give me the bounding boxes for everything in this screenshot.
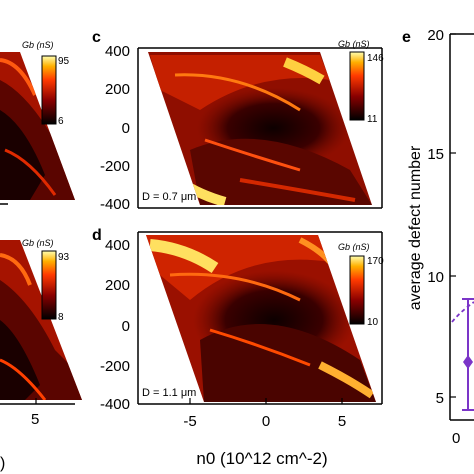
left-bottom-xlabel-fragment: )	[0, 455, 5, 472]
panel-c-frame	[137, 47, 383, 209]
panel-d-frame	[137, 231, 383, 405]
panel-c-colorbar: 146 11 Gb (nS)	[338, 39, 384, 125]
panel-e-y-axis-label: average defect number	[407, 145, 424, 310]
left-bottom-colorbar: 93 8 Gb (nS)	[22, 238, 70, 323]
left-top-cbar-min: 6	[58, 116, 64, 127]
panel-d-cbar-max: 170	[367, 256, 384, 267]
panel-c-ytick-0: 0	[122, 120, 130, 137]
panel-d-xtick-5: 5	[338, 413, 346, 430]
panel-d-x-axis-label: n0 (10^12 cm^-2)	[196, 449, 327, 468]
panel-c-ytick-neg400: -400	[100, 196, 130, 213]
panel-c-map	[148, 52, 372, 205]
panel-d-xtick-neg5: -5	[183, 413, 196, 430]
panel-e-y-tick-labels: 20 15 10 5	[427, 27, 444, 407]
panel-d-map	[146, 235, 376, 402]
panel-d-xtick-0: 0	[262, 413, 270, 430]
panel-d-ytick-neg200: -200	[100, 358, 130, 375]
panel-c-ytick-neg200: -200	[100, 158, 130, 175]
panel-c-ytick-400: 400	[105, 43, 130, 60]
panel-e-letter: e	[402, 29, 411, 46]
panel-c-letter: c	[92, 29, 101, 46]
panel-e-ytick-15: 15	[427, 146, 444, 163]
panel-d-colorbar: 170 10 Gb (nS)	[338, 242, 384, 328]
panel-d-ytick-neg400: -400	[100, 396, 130, 413]
left-bottom-cbar-label: Gb (nS)	[22, 238, 54, 248]
panel-c-cbar-label: Gb (nS)	[338, 39, 370, 49]
left-top-colorbar: 95 6 Gb (nS)	[22, 40, 70, 127]
panel-d-y-tick-labels: 400 200 0 -200 -400	[100, 237, 130, 413]
left-bottom-xtick: 5	[31, 411, 39, 428]
panel-c-y-tick-labels: 400 200 0 -200 -400	[100, 43, 130, 213]
left-bottom-cbar-min: 8	[58, 312, 64, 323]
panel-c-annotation: D = 0.7 μm	[142, 191, 196, 203]
left-bottom-cbar-max: 93	[58, 252, 70, 263]
panel-e-ytick-10: 10	[427, 269, 444, 286]
panel-d-annotation: D = 1.1 μm	[142, 387, 196, 399]
panel-c-ytick-200: 200	[105, 81, 130, 98]
panel-c-cbar-max: 146	[367, 53, 384, 64]
left-top-cbar-max: 95	[58, 56, 70, 67]
panel-e-ytick-20: 20	[427, 27, 444, 44]
panel-e-data-point	[463, 355, 473, 369]
left-top-cbar-label: Gb (nS)	[22, 40, 54, 50]
panel-e-dashed-line	[451, 301, 474, 323]
panel-d-ytick-200: 200	[105, 277, 130, 294]
panel-d-letter: d	[92, 227, 102, 244]
panel-d-ytick-0: 0	[122, 318, 130, 335]
panel-e-ytick-5: 5	[436, 390, 444, 407]
panel-e-xtick-0: 0	[452, 430, 460, 447]
panel-d-x-tick-labels: -5 0 5	[183, 413, 346, 430]
panel-d-ytick-400: 400	[105, 237, 130, 254]
left-bottom-axes: 5 )	[0, 398, 75, 472]
panel-d-cbar-min: 10	[367, 317, 379, 328]
left-top-map	[0, 52, 75, 200]
panel-d-cbar-label: Gb (nS)	[338, 242, 370, 252]
panel-e-data	[451, 298, 474, 411]
panel-e-frame	[449, 33, 474, 421]
panel-c-cbar-min: 11	[367, 114, 378, 125]
